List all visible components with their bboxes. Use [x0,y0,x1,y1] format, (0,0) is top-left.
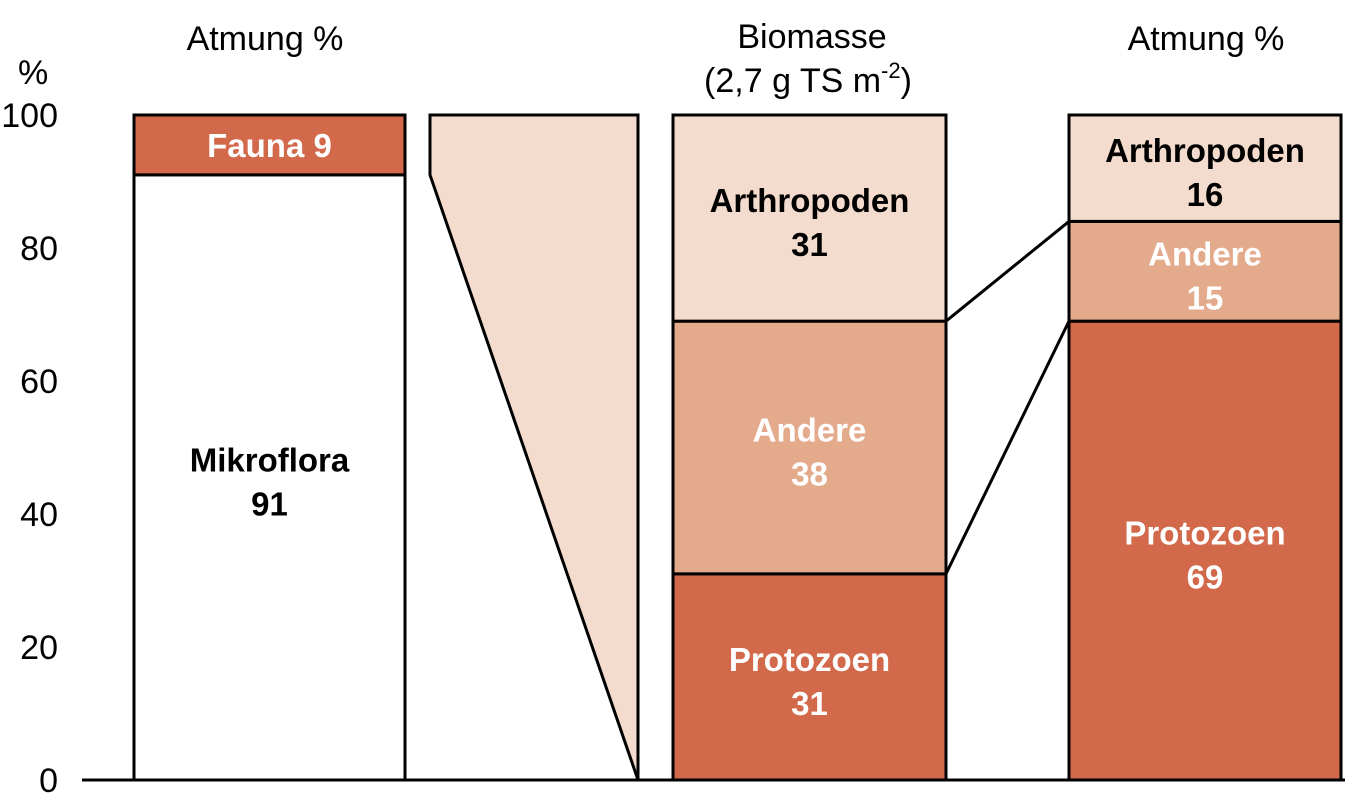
y-axis-ticks: 0 20 40 60 80 100 [1,97,58,800]
bar-segment [671,113,948,323]
middle-header-prefix: (2,7 g TS m [704,62,881,100]
segment-label: Protozoen [1124,515,1285,552]
segment-value-label: 69 [1187,559,1224,596]
middle-header-sup: -2 [881,58,901,83]
middle-header-suffix: ) [901,62,912,100]
bar-segment [1067,319,1343,782]
y-tick-label: 0 [39,762,58,800]
segment-value-label: 16 [1187,176,1224,213]
segment-connector-line [944,320,1071,575]
bar-segment [1067,219,1343,323]
right-header: Atmung % [1128,20,1285,58]
segment-label: Arthropoden [710,182,910,219]
segment-value-label: 31 [791,685,828,722]
y-tick-label: 80 [20,230,58,268]
segment-label: Fauna 9 [207,127,332,164]
y-tick-label: 100 [1,97,58,135]
y-tick-label: 40 [20,496,58,534]
middle-header-line2: (2,7 g TS m-2) [704,58,912,100]
segment-value-label: 31 [791,226,828,263]
segment-label: Andere [753,412,867,449]
segment-value-label: 38 [791,456,828,493]
funnel-connector [428,113,640,781]
left-header: Atmung % [187,20,344,58]
segment-label: Andere [1148,235,1262,272]
y-unit-label: % [18,54,48,92]
bar-segment [132,173,407,782]
bars: Mikroflora 91 Fauna 9 Protozoen 31 Andere 38 Ar… [132,113,1343,782]
segment-label: Mikroflora [190,441,350,478]
bar-segment [671,572,948,782]
segment-value-label: 15 [1187,279,1224,316]
segment-label: Protozoen [729,641,890,678]
y-tick-label: 20 [20,629,58,667]
segment-value-label: 91 [251,485,288,522]
middle-header-line1: Biomasse [737,18,886,56]
bar-segment [132,113,407,177]
bar-segment [671,319,948,576]
y-tick-label: 60 [20,363,58,401]
segment-connector-line [945,220,1070,323]
bar-segment [1067,113,1343,223]
segment-label: Arthropoden [1105,132,1305,169]
